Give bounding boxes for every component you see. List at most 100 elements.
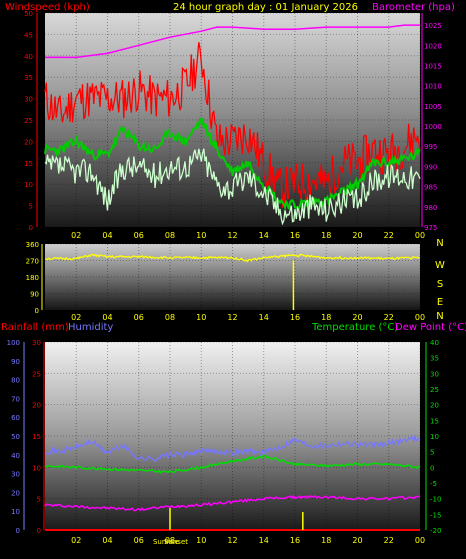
x-tick-label: 14 bbox=[259, 536, 269, 545]
humidity-tick-label: 50 bbox=[11, 433, 20, 441]
x-tick-label: 12 bbox=[227, 313, 237, 322]
x-tick-label: 06 bbox=[134, 536, 144, 545]
y-tick-label: 180 bbox=[26, 274, 39, 282]
x-tick-label: 10 bbox=[196, 231, 206, 240]
barometer-axis-label: Barometer (hpa) bbox=[372, 2, 455, 13]
wind-series-line bbox=[44, 148, 421, 226]
x-tick-label: 22 bbox=[384, 313, 394, 322]
x-tick-label: 16 bbox=[290, 313, 300, 322]
x-tick-label: 12 bbox=[227, 231, 237, 240]
right-tick-label: 975 bbox=[424, 224, 437, 232]
rain-tick-label: 0 bbox=[37, 527, 41, 535]
temp-tick-label: -20 bbox=[430, 527, 441, 535]
temp-tick-label: 25 bbox=[430, 386, 439, 394]
temp-tick-label: -5 bbox=[430, 480, 437, 488]
dewpoint-axis-label: Dew Point (°C) bbox=[395, 322, 466, 333]
x-tick-label: 00 bbox=[415, 536, 425, 545]
x-tick-label: 04 bbox=[102, 231, 112, 240]
humidity-tick-label: 70 bbox=[11, 395, 20, 403]
left-tick-label: 45 bbox=[24, 31, 33, 39]
plot-background bbox=[45, 244, 420, 310]
x-tick-label: 06 bbox=[134, 313, 144, 322]
x-tick-label: 08 bbox=[165, 231, 175, 240]
y-tick-label: 270 bbox=[26, 258, 39, 266]
chart-title: 24 hour graph day : 01 January 2026 bbox=[173, 2, 358, 13]
y-tick-label: 90 bbox=[30, 291, 39, 299]
left-tick-label: 10 bbox=[24, 181, 33, 189]
series bbox=[44, 433, 421, 531]
humidity-tick-label: 60 bbox=[11, 414, 20, 422]
humidity-tick-label: 80 bbox=[11, 377, 20, 385]
tick-labels: 0510152025303540455097598098599099510001… bbox=[24, 10, 442, 240]
x-tick-label: 02 bbox=[71, 536, 81, 545]
grid bbox=[45, 341, 421, 531]
x-tick-label: 00 bbox=[415, 313, 425, 322]
left-tick-label: 40 bbox=[24, 53, 33, 61]
x-tick-label: 18 bbox=[321, 231, 331, 240]
temp-tick-label: 40 bbox=[430, 339, 439, 347]
compass-label: W bbox=[435, 260, 445, 271]
x-tick-label: 04 bbox=[102, 313, 112, 322]
right-tick-label: 1000 bbox=[424, 123, 442, 131]
wind-pressure-panel: 0510152025303540455097598098599099510001… bbox=[5, 2, 455, 240]
dewpoint-series-line bbox=[44, 494, 421, 512]
grid bbox=[45, 243, 421, 311]
humidity-axis-label: Humidity bbox=[68, 322, 113, 333]
x-tick-label: 14 bbox=[259, 313, 269, 322]
rain-tick-label: 15 bbox=[32, 433, 41, 441]
x-tick-label: 08 bbox=[165, 313, 175, 322]
left-tick-label: 15 bbox=[24, 160, 33, 168]
right-tick-label: 1005 bbox=[424, 103, 442, 111]
rain-tick-label: 30 bbox=[32, 339, 41, 347]
temp-tick-label: 30 bbox=[430, 370, 439, 378]
right-tick-label: 990 bbox=[424, 163, 437, 171]
rain-tick-label: 10 bbox=[32, 464, 41, 472]
compass-label: N bbox=[436, 238, 443, 249]
left-tick-label: 5 bbox=[29, 203, 33, 211]
series bbox=[44, 24, 421, 226]
humidity-tick-label: 20 bbox=[11, 489, 20, 497]
x-tick-label: 02 bbox=[71, 313, 81, 322]
x-tick-label: 22 bbox=[384, 231, 394, 240]
right-tick-label: 995 bbox=[424, 143, 437, 151]
humidity-tick-label: 10 bbox=[11, 508, 20, 516]
humidity-series-line bbox=[44, 433, 420, 462]
x-tick-label: 16 bbox=[290, 231, 300, 240]
x-tick-label: 14 bbox=[259, 231, 269, 240]
x-tick-label: 20 bbox=[352, 231, 362, 240]
temp-tick-label: -10 bbox=[430, 496, 441, 504]
left-tick-label: 50 bbox=[24, 10, 33, 18]
direction-series-line bbox=[44, 253, 421, 263]
x-tick-label: 20 bbox=[352, 536, 362, 545]
x-tick-label: 04 bbox=[102, 536, 112, 545]
rainfall-axis-label: Rainfall (mm) bbox=[1, 322, 69, 333]
temp-tick-label: -15 bbox=[430, 511, 441, 519]
humidity-tick-label: 90 bbox=[11, 358, 20, 366]
rain-humidity-temp-panel: 0102030405060708090100051015202530-20-15… bbox=[1, 322, 466, 546]
left-tick-label: 25 bbox=[24, 117, 33, 125]
right-tick-label: 1025 bbox=[424, 22, 442, 30]
sunset-label: Sunset bbox=[164, 538, 188, 546]
rain-tick-label: 5 bbox=[37, 496, 41, 504]
tick-labels: 0 90 180 270 360 02 04 06 08 10 12 14 16 18 20 22 00 bbox=[26, 241, 425, 322]
left-tick-label: 0 bbox=[29, 224, 33, 232]
x-tick-label: 00 bbox=[415, 231, 425, 240]
y-tick-label: 0 bbox=[35, 307, 39, 315]
right-tick-label: 985 bbox=[424, 184, 437, 192]
humidity-tick-label: 30 bbox=[11, 471, 20, 479]
temp-tick-label: 0 bbox=[430, 464, 434, 472]
sunrise-label: Sunrise bbox=[153, 538, 179, 546]
x-tick-label: 22 bbox=[384, 536, 394, 545]
x-tick-label: 08 bbox=[165, 536, 175, 545]
right-tick-label: 1015 bbox=[424, 62, 442, 70]
humidity-tick-label: 40 bbox=[11, 452, 20, 460]
x-tick-label: 18 bbox=[321, 313, 331, 322]
windspeed-axis-label: Windspeed (kph) bbox=[5, 2, 90, 13]
x-tick-label: 02 bbox=[71, 231, 81, 240]
temp-tick-label: 35 bbox=[430, 355, 439, 363]
right-tick-label: 1020 bbox=[424, 42, 442, 50]
